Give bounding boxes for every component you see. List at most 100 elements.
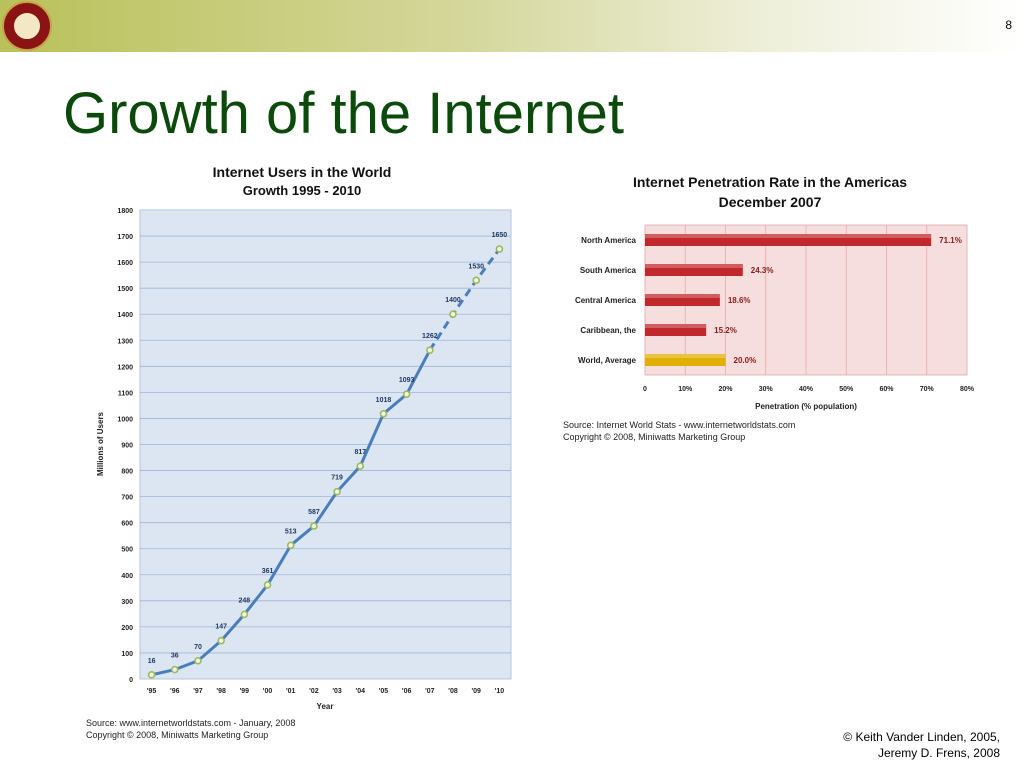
line-chart-y-tick-label: 900 [121, 443, 133, 450]
line-chart-x-tick-label: '05 [379, 688, 389, 695]
line-chart-xlabel: Year [317, 702, 334, 711]
line-chart-data-label: 719 [331, 475, 343, 482]
line-chart-point [263, 581, 272, 589]
line-chart-x-tick-label: '01 [286, 688, 296, 695]
bar-chart-x-tick-label: 20% [718, 386, 733, 393]
line-chart-data-label: 1650 [492, 232, 508, 239]
line-chart-y-tick-label: 300 [121, 599, 133, 606]
bar-chart-xlabel: Penetration (% population) [755, 402, 857, 411]
line-chart-data-label: 1530 [468, 263, 484, 270]
line-chart-y-tick-label: 400 [121, 573, 133, 580]
line-chart-y-tick-label: 200 [121, 625, 133, 632]
line-chart-y-tick-label: 1200 [117, 364, 133, 371]
line-chart-data-label: 513 [285, 528, 297, 535]
line-chart-point [402, 390, 411, 399]
line-chart-point [286, 541, 295, 550]
line-chart-source-line2: Copyright © 2008, Miniwatts Marketing Gr… [86, 730, 269, 740]
line-chart-subtitle: Growth 1995 - 2010 [243, 183, 362, 198]
line-chart-ylabel: Millions of Users [96, 411, 105, 476]
line-chart-y-tick-label: 500 [121, 547, 133, 554]
bar-chart-bars [645, 234, 932, 366]
bar-chart-category-label: Caribbean, the [580, 326, 636, 335]
line-chart-x-tick-label: '00 [263, 688, 273, 695]
line-chart-data-label: 361 [262, 568, 274, 575]
line-chart-data-label: 1018 [376, 397, 392, 404]
line-chart-x-tick-label: '98 [216, 688, 226, 695]
footer-line2: Jeremy D. Frens, 2008 [877, 746, 1000, 760]
bar-chart-data-label: 15.2% [714, 326, 737, 335]
line-chart-y-tick-label: 1800 [117, 208, 133, 215]
line-chart-data-label: 1400 [445, 297, 461, 304]
line-chart-x-tick-label: '03 [332, 688, 342, 695]
line-chart-data-label: 587 [308, 509, 320, 516]
line-chart-point [379, 409, 388, 418]
line-chart-data-label: 1093 [399, 377, 415, 384]
line-chart-x-tick-label: '04 [356, 688, 366, 695]
slide-title: Growth of the Internet [63, 81, 624, 146]
line-chart-data-label: 16 [148, 658, 156, 665]
line-chart-y-tick-label: 1300 [117, 338, 133, 345]
line-chart-point [194, 656, 202, 665]
bar-chart-category-label: World, Average [578, 356, 636, 365]
bar-chart-bar-highlight [645, 234, 932, 238]
line-chart-y-tick-label: 1600 [117, 260, 133, 267]
slide-number: 8 [1005, 18, 1012, 32]
bar-chart-source: Source: Internet World Stats - www.inter… [563, 419, 795, 443]
line-chart-x-tick-label: '09 [471, 688, 481, 695]
line-chart-data-label: 1262 [422, 333, 438, 340]
line-chart-x-tick-label: '02 [309, 688, 319, 695]
line-chart-x-tick-label: '06 [402, 688, 412, 695]
bar-chart-bar [645, 324, 707, 336]
line-chart-title: Internet Users in the World [213, 164, 392, 180]
line-chart-y-tick-label: 600 [121, 521, 133, 528]
bar-chart-bar-highlight [645, 294, 720, 298]
line-chart-y-tick-label: 1400 [117, 312, 133, 319]
bar-chart-x-tick-label: 60% [879, 386, 894, 393]
line-chart-data-label: 36 [171, 653, 179, 660]
bar-chart-data-label: 18.6% [728, 296, 751, 305]
header-banner [0, 0, 1024, 52]
bar-chart-data-label: 71.1% [939, 236, 962, 245]
line-chart-x-tick-label: '95 [147, 688, 157, 695]
penetration-rate-bar-chart: Internet Penetration Rate in the America… [575, 174, 975, 411]
line-chart-point [147, 671, 156, 679]
line-chart-point [217, 636, 225, 645]
bar-chart-bar-highlight [645, 324, 707, 328]
line-chart-point [240, 610, 249, 619]
line-chart-x-tick-label: '10 [495, 688, 505, 695]
bar-chart-data-labels: 71.1% 24.3% 18.6% 15.2% 20.0% [714, 236, 962, 365]
line-chart-y-tick-label: 1500 [117, 286, 133, 293]
bar-chart-x-tick-label: 0 [643, 386, 647, 393]
bar-chart-source-line2: Copyright © 2008, Miniwatts Marketing Gr… [563, 432, 746, 442]
line-chart-y-tick-label: 100 [121, 651, 133, 658]
line-chart-point [495, 245, 504, 253]
college-seal-logo [2, 1, 52, 51]
line-chart-point [170, 665, 179, 674]
bar-chart-data-label: 20.0% [734, 356, 757, 365]
line-chart-data-label: 70 [194, 644, 202, 651]
slide-footer: © Keith Vander Linden, 2005, Jeremy D. F… [843, 729, 1000, 761]
line-chart-x-tick-label: '08 [448, 688, 458, 695]
line-chart-x-tick-label: '07 [425, 688, 435, 695]
bar-chart-category-label: North America [581, 236, 636, 245]
bar-chart-x-tick-label: 10% [678, 386, 693, 393]
bar-chart-subtitle: December 2007 [719, 194, 822, 210]
line-chart-gridlines [140, 235, 511, 654]
bar-chart-x-tick-label: 50% [839, 386, 854, 393]
internet-users-line-chart: Internet Users in the World Growth 1995 … [96, 164, 512, 711]
line-chart-source-line1: Source: www.internetworldstats.com - Jan… [86, 718, 296, 728]
bar-chart-source-line1: Source: Internet World Stats - www.inter… [563, 420, 796, 430]
bar-chart-x-tick-label: 30% [759, 386, 774, 393]
line-chart-y-tick-label: 0 [129, 677, 133, 684]
line-chart-y-ticks: 0 100 200 300 400 500 600 700 800 900 1000 1100 1200… [117, 208, 133, 684]
line-chart-y-tick-label: 1100 [118, 390, 133, 397]
line-chart-x-tick-label: '96 [170, 688, 180, 695]
line-chart-point [426, 346, 434, 354]
line-chart-x-tick-label: '97 [193, 688, 203, 695]
line-chart-data-label: 147 [215, 624, 227, 631]
bar-chart-bar [645, 264, 743, 276]
bar-chart-category-label: South America [580, 266, 637, 275]
bar-chart-x-ticks: 0 10% 20% 30% 40% 50% 60% 70% 80% [643, 386, 975, 393]
bar-chart-bar [645, 354, 726, 366]
bar-chart-x-tick-label: 70% [920, 386, 935, 393]
